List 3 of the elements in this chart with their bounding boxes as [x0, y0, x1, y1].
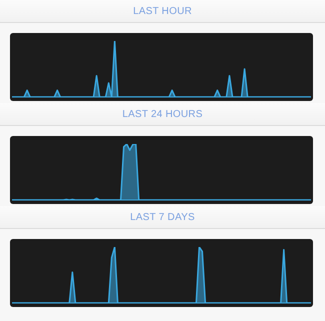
- chart-title: LAST HOUR: [133, 6, 192, 16]
- chart-title: LAST 7 DAYS: [130, 212, 195, 222]
- chart-title: LAST 24 HOURS: [122, 108, 203, 120]
